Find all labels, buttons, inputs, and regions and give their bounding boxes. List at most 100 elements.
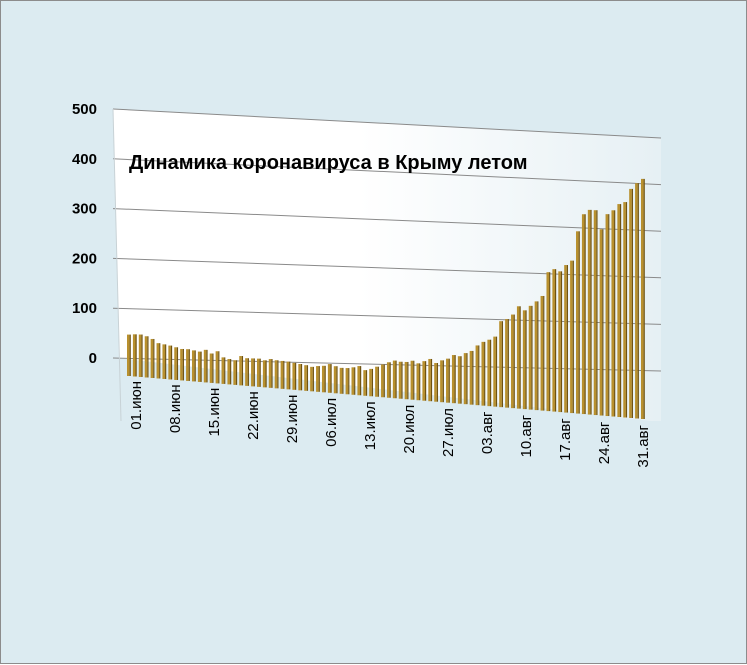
- bar-shade: [159, 343, 161, 379]
- bar-series: [127, 178, 645, 419]
- bar: [286, 361, 290, 390]
- bar-shade: [277, 360, 279, 389]
- gridline-500: [112, 108, 662, 139]
- bar: [570, 260, 573, 414]
- x-tick-label: 24.авг: [596, 421, 613, 464]
- bar-shade: [265, 360, 267, 388]
- bar-shade: [230, 359, 232, 385]
- bar: [321, 365, 325, 393]
- bar-shade: [383, 364, 385, 398]
- bar-shade: [354, 367, 356, 395]
- bar-shade: [324, 365, 326, 393]
- bar: [558, 271, 561, 413]
- bar: [457, 356, 461, 404]
- x-tick-label: 31.авг: [635, 424, 652, 467]
- bar: [156, 343, 160, 379]
- bar-shade: [200, 351, 202, 382]
- bar: [629, 188, 632, 419]
- bar-shade: [218, 351, 220, 384]
- x-tick-label: 27.июл: [440, 408, 457, 457]
- bar-shade: [135, 334, 137, 377]
- bar-shade: [235, 360, 238, 385]
- bar: [186, 349, 189, 381]
- bar: [168, 345, 171, 380]
- bar-shade: [360, 366, 362, 396]
- bar-shade: [501, 321, 504, 408]
- bar-shade: [401, 361, 403, 399]
- x-tick-label: 06.июл: [323, 398, 340, 447]
- bar-shade: [336, 366, 338, 394]
- bar: [381, 364, 384, 398]
- bar-shade: [212, 353, 214, 383]
- bar-shade: [395, 360, 397, 399]
- bar: [132, 334, 136, 377]
- bar-shade: [484, 341, 486, 406]
- bar: [611, 210, 615, 417]
- bar: [428, 358, 431, 402]
- bar-shade: [448, 358, 450, 403]
- bar-shade: [472, 350, 474, 405]
- bar-shade: [460, 356, 462, 404]
- bar: [256, 358, 260, 387]
- bar: [274, 360, 278, 389]
- bar: [292, 362, 296, 390]
- bar-shade: [247, 358, 249, 386]
- bar-shade: [519, 306, 521, 409]
- bar-shade: [614, 210, 616, 417]
- bar-shade: [578, 231, 580, 414]
- bar: [416, 363, 420, 401]
- x-tick-label: 29.июн: [284, 395, 301, 444]
- bar-shade: [454, 355, 456, 404]
- bar-shade: [543, 295, 545, 411]
- bar-shade: [188, 349, 190, 381]
- bar-shade: [348, 368, 350, 395]
- bar: [576, 231, 579, 414]
- bar-shade: [413, 360, 415, 400]
- bar-shade: [224, 357, 226, 384]
- bar-shade: [489, 339, 492, 407]
- bar: [398, 361, 402, 399]
- bar-shade: [141, 334, 143, 377]
- bar: [564, 265, 567, 413]
- bar: [245, 358, 248, 386]
- bar: [162, 344, 166, 379]
- bar-shade: [295, 362, 297, 390]
- bar: [251, 358, 254, 387]
- bar-shade: [442, 360, 444, 403]
- bar-shade: [619, 204, 622, 418]
- bar: [434, 363, 437, 402]
- bar: [191, 350, 195, 382]
- bar: [410, 360, 414, 400]
- x-axis-labels: 01.июн 08.июн 15.июн 22.июн 29.июн 06.июл 13.и…: [128, 381, 652, 468]
- bar: [357, 366, 361, 396]
- bar-shade: [283, 360, 285, 389]
- bar-shade: [176, 347, 179, 380]
- bar: [268, 359, 272, 388]
- bar-shade: [241, 356, 244, 386]
- bar-shade: [259, 358, 261, 387]
- bar-shade: [608, 214, 610, 417]
- bar: [233, 360, 236, 385]
- back-wall-left-edge: [112, 108, 122, 422]
- bar: [339, 367, 343, 394]
- bar: [333, 366, 337, 394]
- bar-shade: [572, 260, 574, 414]
- bar-shade: [407, 361, 409, 400]
- bar-shade: [271, 359, 273, 388]
- bar-shade: [637, 183, 639, 419]
- bar: [451, 355, 455, 404]
- bar-shade: [643, 178, 645, 419]
- gridline-100: [112, 307, 662, 325]
- bar-shade: [466, 353, 468, 405]
- bar: [463, 353, 467, 405]
- bar-shade: [342, 367, 344, 394]
- bar: [404, 361, 408, 400]
- y-axis-labels: 0 100 200 300 400 500: [72, 101, 97, 367]
- bar: [522, 310, 526, 410]
- bar-shade: [584, 214, 586, 415]
- bar: [546, 272, 550, 412]
- bar: [511, 314, 514, 409]
- bar-shade: [531, 305, 533, 410]
- gridline-300: [112, 208, 662, 232]
